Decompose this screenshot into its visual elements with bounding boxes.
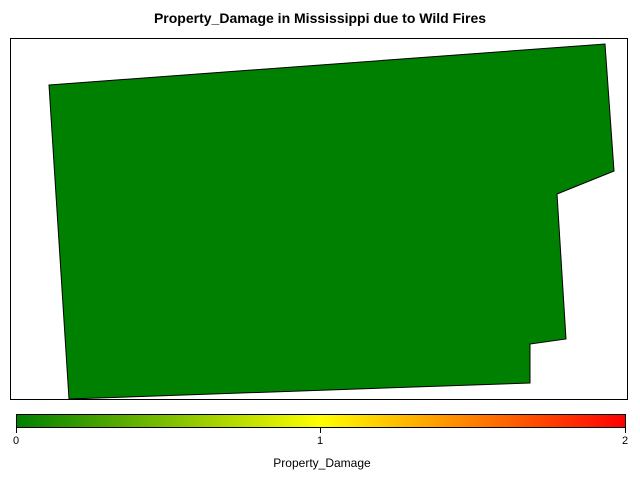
legend-tick-label-2: 2 bbox=[621, 435, 629, 447]
legend-tick-label-1: 1 bbox=[316, 435, 324, 447]
legend-tick-label-0: 0 bbox=[12, 435, 20, 447]
map-title: Property_Damage in Mississippi due to Wi… bbox=[153, 10, 487, 26]
color-scale-bar bbox=[16, 414, 626, 428]
mississippi-region[interactable] bbox=[48, 43, 615, 400]
legend-tick-1 bbox=[320, 428, 321, 433]
legend-tick-2 bbox=[625, 428, 626, 433]
legend-title: Property_Damage bbox=[273, 456, 371, 470]
map-frame bbox=[10, 38, 628, 400]
legend-tick-0 bbox=[16, 428, 17, 433]
